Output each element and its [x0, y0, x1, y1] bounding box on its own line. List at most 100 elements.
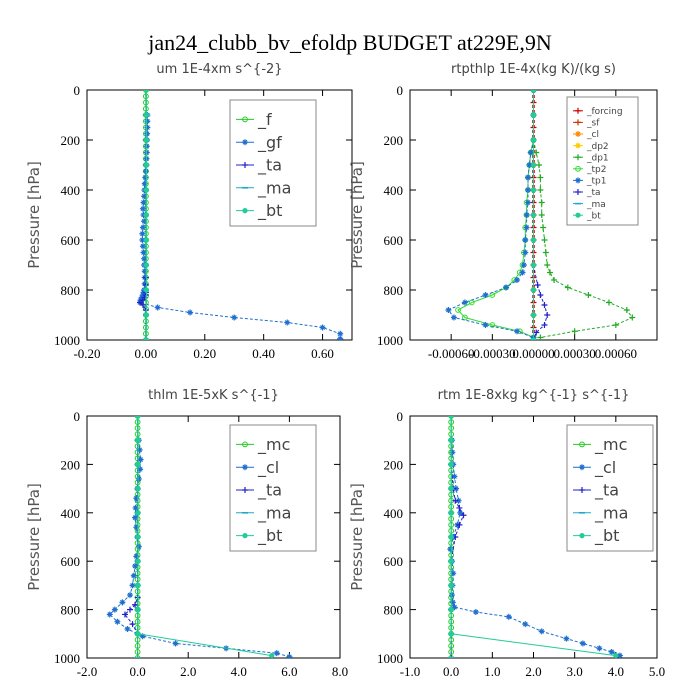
x-tick-label: 0.00030 [554, 346, 596, 361]
data-point [525, 199, 532, 206]
data-point [525, 174, 532, 181]
data-point [269, 652, 275, 658]
y-axis-label: Pressure [hPa] [348, 483, 366, 591]
legend: _mc _cl _ta_ma _bt [566, 424, 654, 552]
data-point [231, 314, 238, 321]
data-point [337, 330, 344, 337]
data-point [129, 621, 136, 628]
legend-item: _ta [236, 156, 282, 176]
legend-label: _dp1 [586, 153, 609, 163]
plot-area [137, 90, 344, 340]
data-point [448, 607, 454, 613]
data-point [544, 262, 551, 268]
data-point [522, 237, 529, 243]
y-tick-label: 400 [61, 506, 81, 521]
data-point [605, 299, 612, 306]
legend-item: _tp2 [573, 165, 606, 175]
x-tick-label: 2.0 [180, 664, 196, 679]
data-point [527, 149, 534, 156]
x-tick-label: 4.0 [231, 664, 247, 679]
data-point [537, 187, 544, 193]
legend-item: _bt [236, 201, 282, 221]
data-point [456, 521, 463, 528]
data-point [135, 631, 141, 637]
legend-item: _ta [573, 188, 601, 198]
legend-marker [579, 464, 585, 471]
legend-marker [242, 464, 248, 471]
data-point [530, 287, 537, 293]
data-point [143, 187, 150, 193]
data-point [530, 162, 537, 168]
data-point [613, 652, 619, 658]
data-point [457, 509, 464, 516]
legend-label: _ma [594, 503, 628, 523]
x-tick-label: 0.60 [311, 346, 334, 361]
legend-label: _gf [257, 133, 282, 153]
data-point [445, 307, 452, 313]
data-point [286, 653, 293, 658]
data-point [132, 601, 139, 608]
legend-item: _ma [236, 503, 291, 523]
legend-marker [575, 212, 581, 218]
data-point [135, 437, 141, 443]
y-tick-label: 200 [384, 133, 404, 148]
data-point [503, 284, 510, 291]
legend-label: _mc [594, 435, 627, 455]
plot-area [447, 416, 623, 658]
plot-frame [86, 415, 341, 659]
data-point [538, 212, 545, 218]
data-point [187, 309, 194, 316]
x-tick-label: 4.0 [608, 664, 624, 679]
legend-label: _ma [586, 200, 606, 210]
series-dp1 [530, 90, 636, 340]
data-point [535, 162, 542, 168]
data-point [541, 302, 548, 308]
data-point [137, 456, 144, 463]
data-point [448, 582, 454, 589]
data-point [448, 649, 455, 655]
legend-item: _f [236, 110, 272, 130]
data-point [135, 486, 141, 492]
legend-marker [579, 441, 585, 448]
legend-marker [242, 441, 248, 448]
data-point [448, 416, 454, 419]
x-tick-label: 8.0 [332, 664, 348, 679]
series-line [447, 90, 534, 338]
panel-title: rtpthlp 1E-4x(kg K)/(kg s) [451, 62, 616, 77]
y-tick-label: 600 [384, 554, 404, 569]
y-tick-label: 600 [61, 554, 81, 569]
data-point [538, 628, 545, 635]
data-point [143, 287, 150, 293]
y-tick-label: 200 [61, 133, 81, 148]
legend-item: _cl [236, 458, 279, 478]
series-tp1 [445, 90, 537, 340]
data-point [130, 572, 137, 579]
legend-item: _ma [236, 178, 291, 198]
data-point [530, 237, 537, 243]
data-point [451, 604, 458, 611]
data-point [144, 130, 151, 137]
data-point [337, 335, 344, 340]
chart-panel: um 1E-4xm s^{-2} Pressure [hPa] 0 200 400 600… [25, 62, 353, 361]
data-point [450, 314, 457, 321]
data-point [143, 312, 150, 318]
data-point [133, 495, 140, 502]
data-point [141, 255, 148, 262]
data-point [537, 292, 544, 298]
data-point [629, 314, 636, 321]
data-point [530, 212, 537, 218]
y-tick-label: 600 [61, 233, 81, 248]
legend-label: _tp2 [586, 165, 606, 175]
legend: _mc _cl _ta_ma _bt [229, 424, 317, 552]
data-point [530, 112, 537, 118]
legend-label: _cl [586, 130, 599, 140]
data-point [456, 504, 463, 511]
x-tick-label: 0.40 [252, 346, 275, 361]
y-tick-label: 0 [397, 83, 404, 98]
legend-label: _f [257, 110, 272, 130]
data-point [119, 599, 126, 606]
y-tick-label: 600 [384, 233, 404, 248]
data-point [144, 124, 151, 131]
chart-panels: um 1E-4xm s^{-2} Pressure [hPa] 0 200 400 600… [25, 62, 665, 679]
data-point [460, 512, 467, 519]
